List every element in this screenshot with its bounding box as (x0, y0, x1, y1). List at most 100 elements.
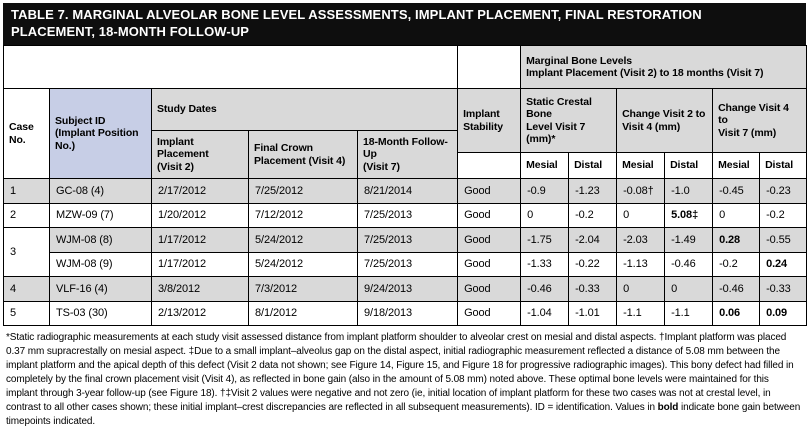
bone-level-value-cell: -2.03 (616, 227, 666, 253)
data-row: WJM-08 (9) 1/17/2012 5/24/2012 7/25/2013 Goo… (4, 251, 808, 277)
empty-cell (457, 152, 522, 179)
bone-level-value-cell: -0.46 (520, 276, 570, 302)
final-crown-date-cell: 7/12/2012 (248, 202, 358, 228)
static-crestal-bone-header: Static Crestal Bone Level Visit 7 (mm)* (520, 88, 618, 153)
subject-id-cell: WJM-08 (8) (49, 227, 152, 253)
bone-level-value-cell: -2.04 (568, 227, 618, 253)
bone-level-value-cell: -0.2 (568, 202, 618, 228)
bone-level-value-cell: -0.55 (759, 227, 808, 253)
data-row: 1 GC-08 (4) 2/17/2012 7/25/2012 8/21/2014 Goo… (3, 178, 808, 204)
empty-cell (457, 45, 522, 89)
distal-header: Distal (568, 152, 618, 179)
subject-id-cell: MZW-09 (7) (49, 202, 152, 228)
implant-stability-cell: Good (457, 251, 522, 277)
implant-placement-header: Implant Placement (Visit 2) (151, 130, 249, 179)
subject-id-cell: VLF-16 (4) (49, 276, 152, 302)
implant-placement-date-cell: 2/13/2012 (151, 300, 249, 326)
subject-id-cell: GC-08 (4) (49, 178, 152, 204)
bone-level-value-cell: -1.1 (664, 300, 714, 326)
bone-level-value-cell: 0.09 (759, 300, 808, 326)
follow-up-header: 18-Month Follow-Up (Visit 7) (356, 130, 459, 179)
implant-placement-date-cell: 3/8/2012 (151, 276, 249, 302)
implant-stability-cell: Good (457, 202, 522, 228)
bone-level-value-cell: 5.08‡ (664, 202, 714, 228)
final-crown-date-cell: 8/1/2012 (248, 300, 358, 326)
case-no-cell: 1 (3, 178, 50, 204)
bone-level-value-cell: -1.33 (520, 251, 570, 277)
implant-placement-date-cell: 1/17/2012 (151, 251, 249, 277)
bone-level-value-cell: 0.28 (712, 227, 761, 253)
bone-level-value-cell: -1.75 (520, 227, 570, 253)
bone-level-value-cell: 0 (616, 202, 666, 228)
follow-up-date-cell: 9/18/2013 (356, 300, 459, 326)
case-no-header: Case No. (3, 88, 50, 179)
bone-level-value-cell: -0.23 (759, 178, 808, 204)
case-no-cell: 3 (3, 227, 50, 277)
follow-up-date-cell: 8/21/2014 (356, 178, 459, 204)
final-crown-date-cell: 5/24/2012 (248, 227, 358, 253)
bone-level-value-cell: 0.24 (759, 251, 808, 277)
subject-id-header: Subject ID (Implant Position No.) (49, 88, 152, 179)
header-row-1: Marginal Bone Levels Implant Placement (… (2, 45, 808, 89)
change-visit2-visit4-header: Change Visit 2 to Visit 4 (mm) (616, 88, 714, 153)
header-row-3: Implant Placement (Visit 2) Final Crown … (4, 130, 807, 179)
mesial-header: Mesial (616, 152, 666, 179)
bone-level-value-cell: 0 (520, 202, 570, 228)
bone-level-value-cell: -1.04 (520, 300, 570, 326)
bone-level-value-cell: -1.49 (664, 227, 714, 253)
table-body: 1 GC-08 (4) 2/17/2012 7/25/2012 8/21/2014 Goo… (3, 178, 808, 326)
distal-header: Distal (664, 152, 714, 179)
bone-level-value-cell: -1.13 (616, 251, 666, 277)
footnote: *Static radiographic measurements at eac… (3, 326, 806, 429)
bone-level-value-cell: -1.01 (568, 300, 618, 326)
data-row: 4 VLF-16 (4) 3/8/2012 7/3/2012 9/24/2013 Good… (3, 276, 808, 302)
final-crown-date-cell: 7/25/2012 (248, 178, 358, 204)
study-dates-header: Study Dates (150, 88, 459, 131)
table-header: Marginal Bone Levels Implant Placement (… (2, 45, 808, 179)
footnote-text: indicate bone gain between timepoints in… (6, 402, 801, 427)
bone-level-value-cell: -0.46 (664, 251, 714, 277)
data-row: 5 TS-03 (30) 2/13/2012 8/1/2012 9/18/2013 Goo… (3, 300, 808, 326)
subject-id-cell: WJM-08 (9) (49, 251, 152, 277)
bone-level-value-cell: 0.06 (712, 300, 761, 326)
implant-stability-header: Implant Stability (457, 88, 522, 153)
change-visit4-visit7-header: Change Visit 4 to Visit 7 (mm) (712, 88, 808, 153)
bone-level-value-cell: -0.33 (568, 276, 618, 302)
follow-up-date-cell: 7/25/2013 (356, 202, 459, 228)
empty-cell (2, 45, 459, 89)
bone-level-value-cell: -1.1 (616, 300, 666, 326)
data-row: 2 MZW-09 (7) 1/20/2012 7/12/2012 7/25/2013 Go… (3, 202, 808, 228)
bone-level-value-cell: -0.22 (568, 251, 618, 277)
follow-up-date-cell: 7/25/2013 (356, 251, 459, 277)
bone-level-value-cell: -0.2 (759, 202, 808, 228)
implant-stability-cell: Good (457, 276, 522, 302)
bone-level-value-cell: -0.46 (712, 276, 761, 302)
bone-level-value-cell: -0.45 (712, 178, 761, 204)
bone-level-value-cell: 0 (616, 276, 666, 302)
bone-level-value-cell: 0 (712, 202, 761, 228)
follow-up-date-cell: 9/24/2013 (356, 276, 459, 302)
distal-header: Distal (759, 152, 808, 179)
mesial-header: Mesial (712, 152, 761, 179)
marginal-bone-levels-header: Marginal Bone Levels Implant Placement (… (520, 45, 808, 89)
data-row: 3 WJM-08 (8) 1/17/2012 5/24/2012 7/25/2013 Go… (3, 227, 808, 277)
implant-stability-cell: Good (457, 300, 522, 326)
header-row-4: Mesial Distal Mesial Distal Mesial Dista… (4, 152, 808, 179)
implant-placement-date-cell: 2/17/2012 (151, 178, 249, 204)
table-title: TABLE 7. MARGINAL ALVEOLAR BONE LEVEL AS… (3, 3, 806, 45)
case-no-cell: 5 (3, 300, 50, 326)
bone-level-value-cell: 0 (664, 276, 714, 302)
footnote-bold-text: bold (657, 402, 679, 413)
final-crown-placement-header: Final Crown Placement (Visit 4) (248, 130, 358, 179)
final-crown-date-cell: 7/3/2012 (248, 276, 358, 302)
implant-placement-date-cell: 1/20/2012 (151, 202, 249, 228)
subject-id-cell: TS-03 (30) (49, 300, 152, 326)
follow-up-date-cell: 7/25/2013 (356, 227, 459, 253)
implant-stability-cell: Good (457, 178, 522, 204)
footnote-text: *Static radiographic measurements at eac… (6, 332, 794, 413)
bone-level-value-cell: -0.33 (759, 276, 808, 302)
bone-level-table: Marginal Bone Levels Implant Placement (… (2, 45, 808, 326)
bone-level-value-cell: -0.2 (712, 251, 761, 277)
header-row-2: Case No. Subject ID (Implant Position No… (3, 88, 808, 179)
